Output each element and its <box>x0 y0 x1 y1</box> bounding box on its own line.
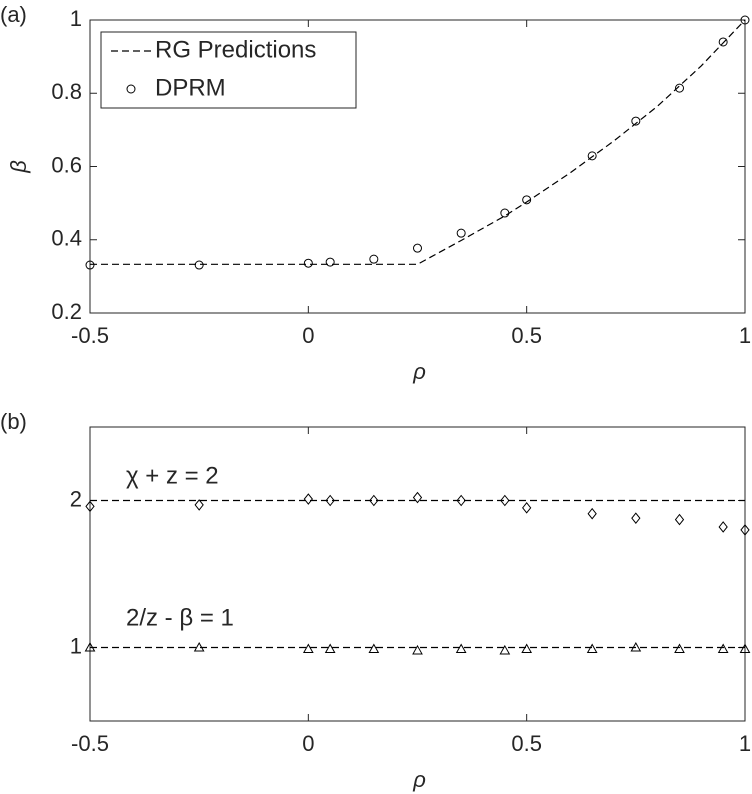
marker-circle <box>303 258 313 268</box>
marker-circle <box>675 83 684 93</box>
legend-label: RG Predictions <box>155 36 316 63</box>
marker-diamond <box>718 521 728 533</box>
plot-area <box>89 426 746 722</box>
x-axis-label: ρ <box>412 359 426 384</box>
x-tick-label: -0.5 <box>71 731 109 756</box>
marker-diamond <box>500 494 510 507</box>
marker-triangle <box>412 644 423 655</box>
marker-triangle <box>455 643 467 653</box>
marker-diamond <box>85 500 95 513</box>
marker-diamond <box>740 524 750 536</box>
marker-circle <box>126 84 136 94</box>
marker-diamond <box>674 513 685 526</box>
marker-diamond <box>369 494 379 507</box>
marker-circle <box>740 15 750 25</box>
marker-circle <box>325 257 335 267</box>
marker-triangle <box>521 643 533 653</box>
x-tick-label: 0.5 <box>511 323 542 348</box>
marker-circle <box>631 116 641 126</box>
y-axis-label: β <box>6 160 31 174</box>
series-line <box>90 19 746 265</box>
marker-circle <box>456 228 466 238</box>
x-tick-label: 0 <box>302 323 314 348</box>
marker-circle <box>500 208 510 218</box>
y-tick-label: 1 <box>70 6 82 31</box>
y-tick-label: 0.6 <box>51 152 82 177</box>
marker-triangle <box>84 641 96 652</box>
marker-triangle <box>717 643 729 653</box>
x-tick-label: -0.5 <box>71 323 109 348</box>
legend-label: DPRM <box>155 74 226 101</box>
marker-triangle <box>586 643 598 653</box>
annotation: 2/z - β = 1 <box>126 604 234 631</box>
marker-triangle <box>674 643 685 653</box>
marker-triangle <box>193 641 205 652</box>
marker-circle <box>522 195 532 205</box>
marker-diamond <box>303 493 313 505</box>
marker-circle <box>194 260 204 270</box>
marker-diamond <box>587 507 597 520</box>
marker-diamond <box>194 499 204 511</box>
marker-circle <box>718 37 728 47</box>
panel-label: (a) <box>0 2 27 27</box>
y-tick-label: 1 <box>70 633 82 658</box>
x-tick-label: 0.5 <box>511 731 542 756</box>
marker-diamond <box>522 502 532 514</box>
marker-triangle <box>324 643 336 653</box>
marker-diamond <box>631 512 641 524</box>
y-tick-label: 0.4 <box>51 226 82 251</box>
y-tick-label: 0.2 <box>51 299 82 324</box>
x-tick-label: 0 <box>302 731 314 756</box>
marker-diamond <box>325 494 335 507</box>
legend-box <box>100 31 357 109</box>
marker-diamond <box>412 491 423 504</box>
marker-triangle <box>302 643 314 653</box>
marker-circle <box>413 243 422 253</box>
annotation: χ + z = 2 <box>126 462 219 489</box>
marker-triangle <box>368 643 380 653</box>
y-tick-label: 2 <box>70 486 82 511</box>
x-tick-label: 1 <box>739 731 751 756</box>
x-axis-label: ρ <box>412 767 426 792</box>
marker-triangle <box>630 641 642 652</box>
marker-circle <box>369 254 379 264</box>
panel-label: (b) <box>0 409 27 434</box>
marker-triangle <box>499 644 511 655</box>
marker-circle <box>587 151 597 161</box>
marker-triangle <box>739 643 751 653</box>
marker-diamond <box>456 494 466 507</box>
y-tick-label: 0.8 <box>51 79 82 104</box>
marker-circle <box>85 260 95 270</box>
x-tick-label: 1 <box>739 323 751 348</box>
